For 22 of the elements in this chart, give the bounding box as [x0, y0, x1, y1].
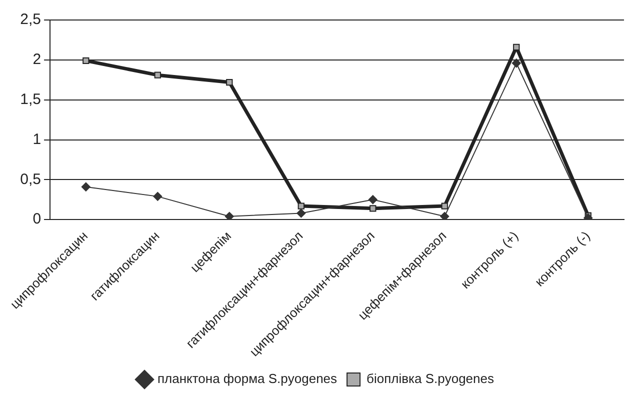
y-tick-label: 0,5: [20, 170, 42, 188]
point: [370, 205, 376, 212]
legend-label: біоплівка S.pyogenes: [366, 371, 494, 386]
legend-label: планктона форма S.pyogenes: [158, 371, 338, 386]
point: [153, 192, 162, 201]
y-tick-label: 2,5: [20, 11, 42, 28]
point: [368, 195, 378, 204]
point: [154, 72, 161, 78]
y-tick-label: 1: [32, 130, 42, 148]
point: [441, 202, 448, 210]
y-tick-label: 2: [32, 51, 42, 68]
point: [513, 44, 520, 50]
point: [224, 212, 234, 220]
point: [226, 78, 233, 86]
y-tick-label: 0: [32, 210, 42, 228]
y-tick-label: 1,5: [20, 90, 42, 108]
point: [440, 212, 450, 220]
point: [298, 202, 304, 210]
point: [512, 58, 521, 68]
point: [81, 182, 90, 192]
point: [82, 57, 90, 64]
point: [296, 208, 306, 218]
